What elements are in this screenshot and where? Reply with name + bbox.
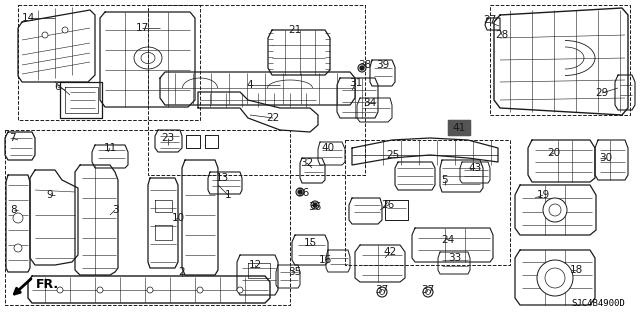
Text: 11: 11: [104, 143, 116, 153]
Polygon shape: [448, 120, 470, 135]
Text: 6: 6: [54, 82, 61, 92]
Circle shape: [42, 32, 48, 38]
Text: 10: 10: [172, 213, 184, 223]
Text: 36: 36: [308, 202, 322, 212]
Text: 25: 25: [387, 150, 399, 160]
Text: 26: 26: [381, 200, 395, 210]
Circle shape: [358, 64, 366, 72]
Text: 34: 34: [364, 98, 376, 108]
Text: 3: 3: [112, 205, 118, 215]
Text: 43: 43: [468, 163, 482, 173]
Circle shape: [97, 287, 103, 293]
Text: 30: 30: [600, 153, 612, 163]
Text: 24: 24: [442, 235, 454, 245]
Text: 18: 18: [570, 265, 582, 275]
Text: 5: 5: [442, 175, 448, 185]
Text: 32: 32: [300, 158, 314, 168]
Circle shape: [311, 201, 319, 209]
Circle shape: [313, 203, 317, 207]
Text: 40: 40: [321, 143, 335, 153]
Text: 2: 2: [179, 267, 186, 277]
Text: 33: 33: [449, 253, 461, 263]
Text: 1: 1: [225, 190, 231, 200]
Circle shape: [543, 198, 567, 222]
Text: 21: 21: [289, 25, 301, 35]
Text: 36: 36: [296, 188, 310, 198]
Text: 7: 7: [9, 133, 15, 143]
Circle shape: [237, 287, 243, 293]
Text: 9: 9: [47, 190, 53, 200]
Text: 35: 35: [289, 267, 301, 277]
Text: 39: 39: [376, 60, 390, 70]
Text: 20: 20: [547, 148, 561, 158]
Text: 8: 8: [11, 205, 17, 215]
Circle shape: [360, 66, 364, 70]
Circle shape: [537, 260, 573, 296]
Text: 19: 19: [536, 190, 550, 200]
Text: 16: 16: [318, 255, 332, 265]
Text: 31: 31: [349, 78, 363, 88]
Text: 13: 13: [216, 173, 228, 183]
Text: FR.: FR.: [36, 278, 59, 291]
Text: 29: 29: [595, 88, 609, 98]
Text: 14: 14: [21, 13, 35, 23]
Circle shape: [14, 244, 22, 252]
Text: 41: 41: [452, 123, 466, 133]
Circle shape: [298, 190, 302, 194]
Circle shape: [426, 290, 431, 294]
Text: 15: 15: [303, 238, 317, 248]
Text: 37: 37: [421, 285, 435, 295]
Text: 4: 4: [246, 80, 253, 90]
Circle shape: [57, 287, 63, 293]
Text: 27: 27: [483, 15, 497, 25]
Text: 22: 22: [266, 113, 280, 123]
Circle shape: [62, 27, 68, 33]
Text: 17: 17: [136, 23, 148, 33]
Circle shape: [197, 287, 203, 293]
Circle shape: [147, 287, 153, 293]
Text: 12: 12: [248, 260, 262, 270]
Circle shape: [380, 290, 385, 294]
Circle shape: [549, 204, 561, 216]
Text: 42: 42: [383, 247, 397, 257]
Circle shape: [545, 268, 565, 288]
Text: 37: 37: [376, 285, 388, 295]
Text: 23: 23: [161, 133, 175, 143]
Circle shape: [13, 213, 23, 223]
Circle shape: [377, 287, 387, 297]
Circle shape: [296, 188, 304, 196]
Text: SJC4B4900D: SJC4B4900D: [572, 299, 625, 308]
Text: 28: 28: [495, 30, 509, 40]
Circle shape: [423, 287, 433, 297]
Text: 38: 38: [358, 60, 372, 70]
